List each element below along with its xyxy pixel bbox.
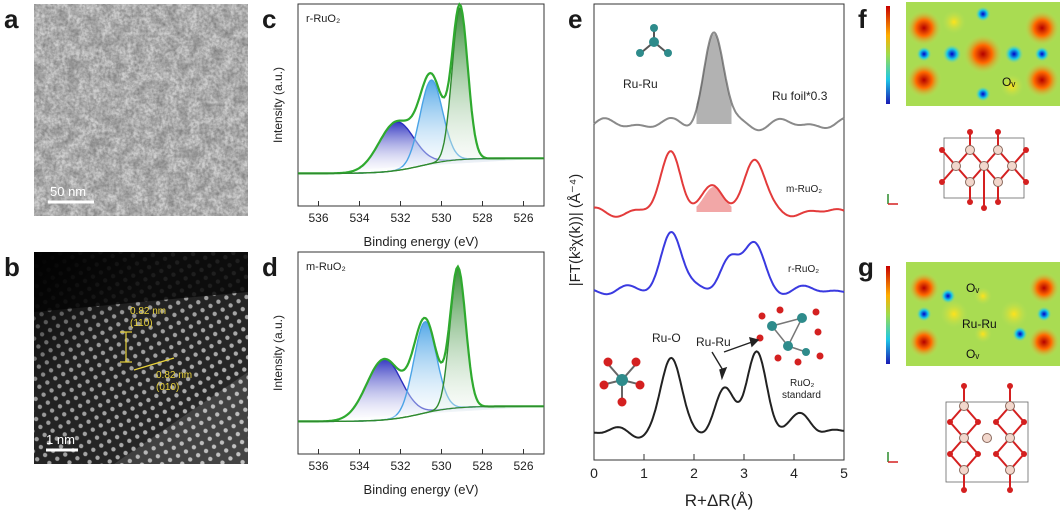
- x-ticks-e: 0 1 2 3 4 5: [590, 454, 848, 481]
- peak-fill: [298, 80, 544, 174]
- peak-shade: [696, 34, 732, 124]
- panel-letter-d: d: [262, 252, 278, 282]
- plot-frame-e: [593, 3, 845, 461]
- panel-letter-g: g: [858, 252, 874, 282]
- x-ticks-d: 536 534 532 530 528 526: [308, 449, 534, 473]
- x-tick-label: 1: [640, 465, 648, 481]
- peak-fill: [298, 321, 544, 422]
- x-tick-label: 528: [472, 211, 492, 225]
- x-tick-label: 3: [740, 465, 748, 481]
- ru-ru-arrows: [711, 337, 760, 381]
- sample-label-d: m-RuO₂: [306, 261, 346, 273]
- ru-o-molecule-icon: [599, 357, 645, 407]
- colorbar-g: [886, 266, 890, 364]
- x-tick-label: 536: [308, 459, 328, 473]
- x-tick-label: 534: [349, 211, 369, 225]
- exafs-chart: |FT(k³χ(k))| (Å⁻⁴) R+ΔR(Å) 0 1 2 3 4 5: [567, 3, 848, 510]
- label-m-ruo2: m-RuO₂: [786, 184, 822, 195]
- x-tick-label: 534: [349, 459, 369, 473]
- x-tick-label: 532: [390, 459, 410, 473]
- x-ticks-c: 536 534 532 530 528 526: [308, 201, 534, 225]
- crystal-structure-f: [939, 129, 1029, 211]
- x-tick-label: 530: [431, 211, 451, 225]
- exafs-curve: [593, 31, 845, 132]
- label-r-ruo2: r-RuO₂: [788, 264, 819, 275]
- xps-baseline: [298, 157, 544, 174]
- x-tick-label: 536: [308, 211, 328, 225]
- plot-frame-c: [297, 3, 545, 207]
- peaks-d: [298, 264, 544, 423]
- tem-image: 50 nm: [34, 4, 248, 216]
- label-ru-ru-top: Ru-Ru: [623, 77, 658, 91]
- density-blobs-g: [908, 272, 1060, 358]
- x-tick-label: 528: [472, 459, 492, 473]
- axis-indicator-g: [887, 452, 898, 463]
- label-ruo2-standard-1: RuO₂: [790, 378, 815, 389]
- plot-frame-d: [297, 251, 545, 455]
- x-tick-label: 526: [513, 459, 533, 473]
- crystal-structure-g: [945, 383, 1029, 493]
- tem-image-art: 50 nm: [34, 4, 248, 216]
- label-ov-f: Oᵥ: [1002, 75, 1015, 89]
- x-tick-label: 5: [840, 465, 848, 481]
- x-tick-label: 0: [590, 465, 598, 481]
- scalebar-label-a: 50 nm: [50, 184, 86, 199]
- label-ru-ru-g: Ru-Ru: [962, 317, 997, 331]
- ylabel-c: Intensity (a.u.): [271, 67, 285, 143]
- panel-letter-e: e: [568, 4, 583, 34]
- scalebar-label-b: 1 nm: [46, 432, 75, 447]
- panel-letter-b: b: [4, 252, 20, 282]
- xlabel-d: Binding energy (eV): [364, 482, 479, 497]
- density-blobs-f: [906, 6, 1060, 102]
- peak-fill: [298, 359, 544, 422]
- lattice-annotation: [120, 331, 175, 371]
- label-ov-g-bottom: Oᵥ: [966, 347, 979, 361]
- xlabel-c: Binding energy (eV): [364, 234, 479, 249]
- annot-plane010: (010): [156, 382, 179, 393]
- xps-chart-m-ruo2: m-RuO₂ Intensity (a.u.) Binding energy (…: [271, 251, 545, 497]
- xps-chart-r-ruo2: r-RuO₂ Intensity (a.u.) Binding energy (…: [271, 2, 545, 249]
- panel-letter-a: a: [4, 4, 19, 34]
- label-ru-foil: Ru foil*0.3: [772, 89, 828, 103]
- charge-density-g: Oᵥ Ru-Ru Oᵥ: [886, 262, 1060, 493]
- charge-density-f: Oᵥ: [886, 2, 1060, 211]
- peaks-c: [298, 2, 544, 175]
- xlabel-e: R+ΔR(Å): [685, 491, 754, 510]
- panel-letter-c: c: [262, 4, 277, 34]
- x-tick-label: 532: [390, 211, 410, 225]
- curves-e: [593, 31, 845, 439]
- label-ru-ru-bottom: Ru-Ru: [696, 335, 731, 349]
- peak-shade: [696, 186, 732, 212]
- stem-image: 0.82 nm (110) 0.82 nm (010) 1 nm: [34, 252, 248, 464]
- ru-ru-molecule-icon: [636, 24, 672, 57]
- ylabel-e: |FT(k³χ(k))| (Å⁻⁴): [567, 174, 584, 287]
- x-tick-label: 4: [790, 465, 798, 481]
- axis-indicator-f: [887, 194, 898, 205]
- x-tick-label: 2: [690, 465, 698, 481]
- label-ruo2-standard-2: standard: [782, 390, 821, 401]
- x-tick-label: 526: [513, 211, 533, 225]
- ruo2-cluster-icon: [756, 306, 824, 366]
- stem-image-art: 0.82 nm (110) 0.82 nm (010) 1 nm: [34, 252, 248, 464]
- annot-d010: 0.82 nm: [156, 370, 192, 381]
- annot-plane110: (110): [130, 318, 153, 329]
- exafs-curve: [593, 150, 845, 218]
- annot-d110: 0.82 nm: [130, 306, 166, 317]
- xps-baseline: [298, 405, 544, 422]
- exafs-curve: [593, 230, 845, 296]
- ylabel-d: Intensity (a.u.): [271, 315, 285, 391]
- sample-label-c: r-RuO₂: [306, 13, 340, 25]
- panel-letter-f: f: [858, 4, 867, 34]
- label-ov-g-top: Oᵥ: [966, 281, 979, 295]
- x-tick-label: 530: [431, 459, 451, 473]
- colorbar-f: [886, 6, 890, 104]
- exafs-curve: [593, 350, 845, 439]
- label-ru-o: Ru-O: [652, 331, 681, 345]
